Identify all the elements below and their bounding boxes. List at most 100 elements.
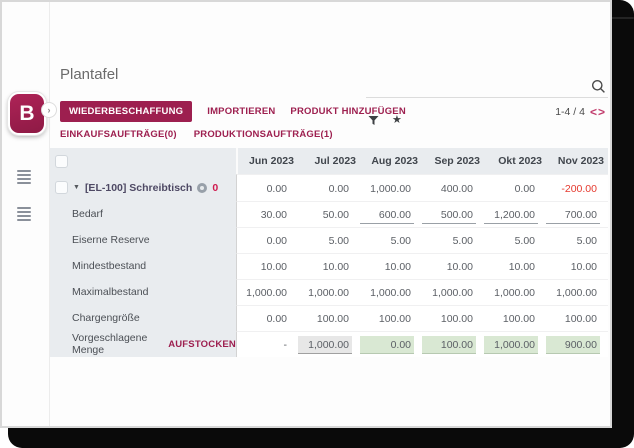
cell-value: 100.00: [316, 313, 349, 325]
editable-cell-value[interactable]: 1,000.00: [298, 335, 352, 354]
cell-value: 5.00: [390, 235, 411, 247]
value-cell[interactable]: 1,200.00: [484, 201, 546, 227]
menu-icon[interactable]: [17, 170, 31, 184]
value-cell: 1,000.00: [422, 279, 484, 305]
value-cell: 10.00: [546, 253, 608, 279]
cell-value: 1,000.00: [432, 287, 473, 299]
replenish-row-action[interactable]: AUFSTOCKEN: [168, 338, 236, 350]
value-cell: 10.00: [422, 253, 484, 279]
value-cell[interactable]: 600.00: [360, 201, 422, 227]
purchase-orders-button[interactable]: EINKAUFSAUFTRÄGE(0): [60, 129, 177, 140]
cell-value: 0.00: [266, 182, 287, 195]
value-cell[interactable]: 100.00: [422, 331, 484, 357]
value-cell[interactable]: 900.00: [546, 331, 608, 357]
value-cell: 1,000.00: [546, 279, 608, 305]
value-cell: 5.00: [422, 227, 484, 253]
value-cell: 30.00: [236, 201, 298, 227]
select-all-checkbox[interactable]: [55, 154, 68, 168]
record-indicator-icon[interactable]: [197, 182, 208, 193]
value-cell[interactable]: 0.00: [360, 331, 422, 357]
cell-value: 10.00: [508, 261, 535, 273]
row-label-cell: Bedarf: [50, 201, 236, 227]
cell-value: 1,000.00: [308, 287, 349, 299]
value-cell[interactable]: 1,000.00: [484, 331, 546, 357]
app-window: B › Plantafel WIEDERBESCHAFFUNG IMPORTIE…: [0, 0, 612, 428]
value-cell: 0.00: [236, 227, 298, 253]
cell-value: 1,000.00: [370, 287, 411, 299]
cell-value: 10.00: [446, 261, 473, 273]
cell-value: 5.00: [328, 235, 349, 247]
value-cell: 0.00: [236, 174, 298, 201]
table-row: Vorgeschlagene Menge AUFSTOCKEN -1,000.00 0…: [50, 331, 608, 357]
pager-next-icon[interactable]: >: [597, 105, 606, 119]
column-header-month: Jul 2023: [298, 148, 360, 174]
count-badge: 0: [212, 181, 219, 194]
cell-value: 0.00: [266, 235, 287, 247]
cell-value: -200.00: [561, 182, 597, 195]
editable-cell-value[interactable]: 1,000.00: [484, 335, 538, 354]
manufacturing-orders-button[interactable]: PRODUKTIONSAUFTRÄGE(1): [193, 129, 333, 140]
row-label-cell: Vorgeschlagene Menge AUFSTOCKEN: [50, 331, 236, 357]
mps-table: Jun 2023 Jul 2023 Aug 2023 Sep 2023 Okt 2023…: [50, 148, 608, 357]
cell-value: 1,000.00: [494, 287, 535, 299]
editable-cell-value[interactable]: 600.00: [360, 206, 414, 224]
value-cell: 10.00: [360, 253, 422, 279]
expand-chevron-icon[interactable]: ›: [41, 102, 57, 118]
cell-value: 5.00: [576, 235, 597, 247]
editable-cell-value[interactable]: 700.00: [546, 206, 600, 224]
cell-value: 100.00: [564, 313, 597, 325]
add-product-button[interactable]: PRODUKT HINZUFÜGEN: [290, 106, 406, 117]
editable-cell-value[interactable]: 500.00: [422, 206, 476, 224]
editable-cell-value[interactable]: 0.00: [360, 335, 414, 354]
editable-cell-value[interactable]: 900.00: [546, 335, 600, 354]
row-label-cell: Mindestbestand: [50, 253, 236, 279]
cell-value: 5.00: [514, 235, 535, 247]
value-cell: 1,000.00: [360, 174, 422, 201]
cell-value: 10.00: [570, 261, 597, 273]
pager-arrows[interactable]: <>: [590, 105, 606, 119]
search-icon: [592, 80, 605, 93]
row-label: Mindestbestand: [72, 260, 147, 272]
value-cell[interactable]: 1,000.00: [298, 331, 360, 357]
import-button[interactable]: IMPORTIEREN: [207, 106, 276, 117]
editable-cell-value[interactable]: 1,200.00: [484, 206, 538, 224]
filter-icon[interactable]: [368, 115, 379, 126]
value-cell[interactable]: 500.00: [422, 201, 484, 227]
row-label: Chargengröße: [72, 312, 140, 324]
table-row: Eiserne Reserve 0.00 5.00 5.00 5.00 5.00 5.00: [50, 227, 608, 253]
product-label-cell: ▼ [EL-100] Schreibtisch 0: [50, 174, 236, 201]
favorites-icon[interactable]: ★: [392, 114, 402, 126]
cell-value: 10.00: [322, 261, 349, 273]
cell-value: 5.00: [452, 235, 473, 247]
value-cell: 10.00: [484, 253, 546, 279]
row-checkbox[interactable]: [55, 181, 68, 194]
row-label-cell: Eiserne Reserve: [50, 227, 236, 253]
column-header-month: Nov 2023: [546, 148, 608, 174]
value-cell: 100.00: [546, 305, 608, 331]
cell-value: 50.00: [322, 209, 349, 221]
value-cell: 1,000.00: [360, 279, 422, 305]
value-cell[interactable]: 700.00: [546, 201, 608, 227]
cell-value: 0.00: [266, 313, 287, 325]
search-input[interactable]: [366, 76, 608, 98]
menu-icon[interactable]: [17, 207, 31, 221]
cell-value: 400.00: [440, 182, 473, 195]
cell-value: 10.00: [260, 261, 287, 273]
product-name[interactable]: [EL-100] Schreibtisch: [84, 181, 193, 194]
value-cell: 5.00: [360, 227, 422, 253]
value-cell: 50.00: [298, 201, 360, 227]
table-header-label-cell: [50, 148, 236, 174]
editable-cell-value[interactable]: 100.00: [422, 335, 476, 354]
value-cell: 100.00: [360, 305, 422, 331]
value-cell: 5.00: [546, 227, 608, 253]
column-header-month: Sep 2023: [422, 148, 484, 174]
value-cell: 5.00: [484, 227, 546, 253]
replenish-button[interactable]: WIEDERBESCHAFFUNG: [60, 101, 193, 122]
cell-value: 30.00: [260, 209, 287, 221]
pager-prev-icon[interactable]: <: [589, 105, 598, 119]
app-logo[interactable]: B: [8, 92, 46, 135]
value-cell: 10.00: [298, 253, 360, 279]
cell-value: 0.00: [328, 182, 349, 195]
collapse-caret-icon[interactable]: ▼: [73, 184, 80, 191]
